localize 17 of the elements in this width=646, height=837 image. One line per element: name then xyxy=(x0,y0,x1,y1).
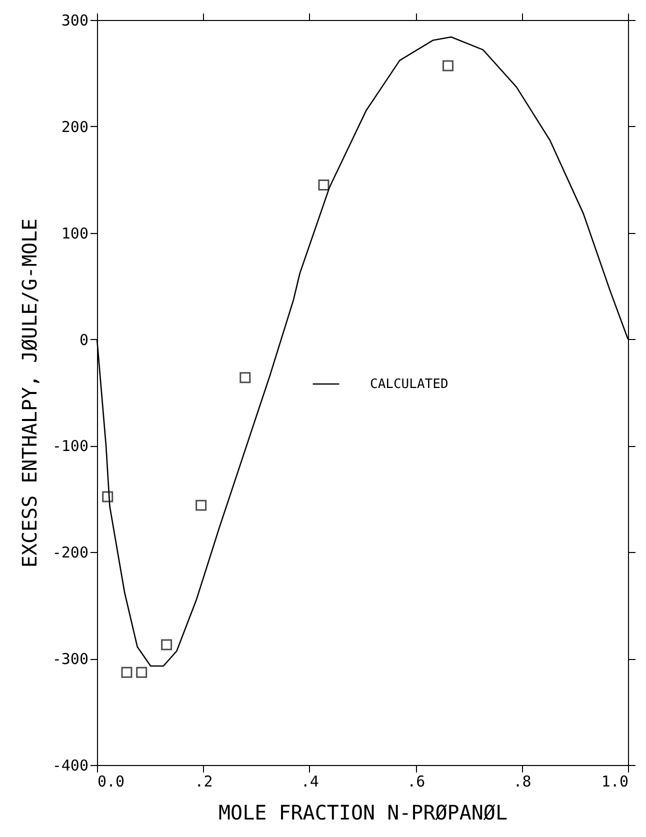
y-tick-label: -100 xyxy=(52,437,88,456)
x-tick-label: .8 xyxy=(513,772,532,790)
x-tick-label: .2 xyxy=(194,772,213,790)
x-axis-title: MOLE FRACTION N-PRØPANØL xyxy=(218,800,508,824)
y-tick-label: 0 xyxy=(79,330,88,349)
x-tick-label: .4 xyxy=(300,772,319,790)
y-tick-label: 300 xyxy=(61,12,88,30)
y-tick-label: -200 xyxy=(52,544,88,562)
x-tick-label: 0.0 xyxy=(98,772,125,790)
y-axis-title: EXCESS ENTHALPY, JØULE/G-MOLE xyxy=(17,218,42,568)
x-tick-label: 1.0 xyxy=(601,772,628,790)
y-tick-label: -300 xyxy=(52,650,88,668)
x-tick-label: .6 xyxy=(407,772,426,790)
y-tick-label: 100 xyxy=(61,224,88,242)
y-tick-label: -400 xyxy=(52,756,88,774)
legend-label: CALCULATED xyxy=(370,377,448,392)
y-tick-label: 200 xyxy=(61,118,88,136)
